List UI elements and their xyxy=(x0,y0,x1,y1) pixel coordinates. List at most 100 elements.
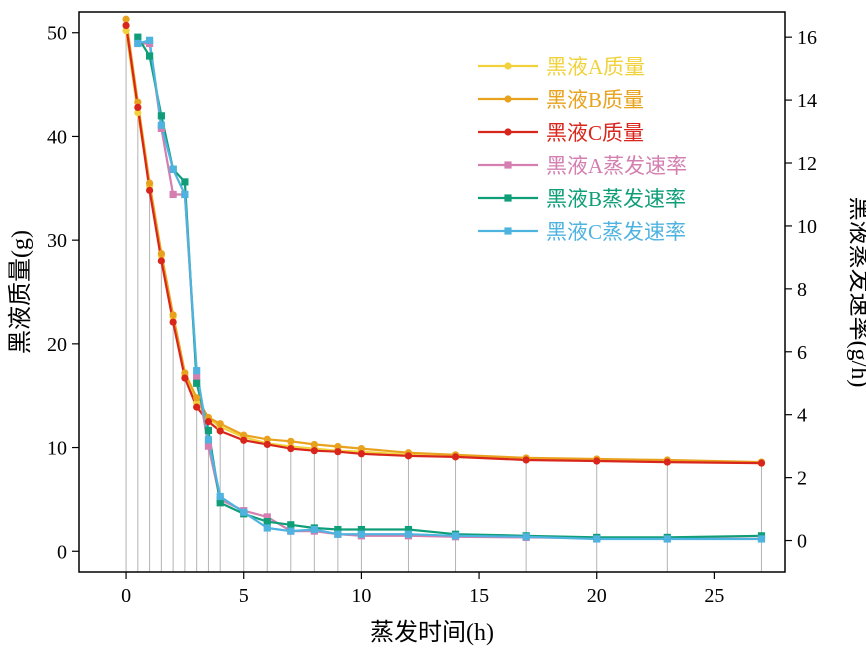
data-point-5-6 xyxy=(204,436,213,444)
right-y-tick-label-4: 8 xyxy=(797,279,807,301)
data-point-2-9 xyxy=(240,436,248,444)
data-point-5-7 xyxy=(216,492,224,501)
left-y-tick-label-4: 40 xyxy=(47,126,67,148)
data-point-1-12 xyxy=(310,440,318,449)
data-point-2-14 xyxy=(357,450,365,458)
legend-label-3: 黑液A蒸发速率 xyxy=(546,154,687,178)
legend-marker-1 xyxy=(504,95,512,103)
right-y-tick-label-8: 16 xyxy=(797,27,817,49)
right-y-tick-label-7: 14 xyxy=(797,90,817,112)
data-point-4-0 xyxy=(134,33,142,41)
data-point-1-8 xyxy=(216,420,224,428)
right-y-tick-label-5: 10 xyxy=(797,216,817,238)
data-point-2-2 xyxy=(146,186,154,194)
drop-lines xyxy=(125,19,762,572)
data-point-2-0 xyxy=(122,21,130,30)
data-point-5-3 xyxy=(169,165,177,173)
series-markers xyxy=(122,15,766,543)
data-point-5-12 xyxy=(334,530,342,538)
data-point-2-10 xyxy=(263,440,271,449)
left-y-tick-label-5: 50 xyxy=(47,23,67,45)
right-y-tick-label-0: 0 xyxy=(797,531,807,553)
x-tick-label-3: 15 xyxy=(469,585,489,607)
data-point-2-20 xyxy=(757,459,766,467)
data-point-5-17 xyxy=(593,535,601,543)
x-tick-label-0: 0 xyxy=(121,585,131,607)
left-y-tick-label-1: 10 xyxy=(47,438,67,460)
series-line-2 xyxy=(125,25,762,465)
data-point-1-9 xyxy=(240,431,248,439)
data-point-5-4 xyxy=(181,190,189,199)
data-point-5-18 xyxy=(663,535,671,543)
x-axis-title: 蒸发时间(h) xyxy=(370,619,494,646)
data-point-1-10 xyxy=(263,435,271,443)
data-point-1-4 xyxy=(169,311,177,319)
series-line-5 xyxy=(137,39,762,541)
data-point-5-9 xyxy=(263,524,271,532)
series-line-0 xyxy=(125,30,762,465)
left-y-axis: 0 10 20 30 40 50 xyxy=(47,23,79,563)
data-point-4-13 xyxy=(357,525,365,534)
data-point-3-6 xyxy=(204,442,213,450)
data-point-1-2 xyxy=(146,179,154,187)
legend-marker-5 xyxy=(504,227,512,235)
data-point-2-1 xyxy=(134,103,142,112)
data-point-2-8 xyxy=(216,427,224,435)
data-point-1-3 xyxy=(157,250,165,258)
data-point-5-15 xyxy=(451,532,460,540)
data-point-2-16 xyxy=(451,453,460,461)
x-tick-label-2: 10 xyxy=(351,585,371,607)
data-point-2-11 xyxy=(287,444,295,453)
right-y-axis-title: 黑液蒸发速率(g/h) xyxy=(846,197,866,388)
data-point-2-7 xyxy=(204,418,213,426)
right-y-axis: 0 2 4 6 8 10 12 14 16 xyxy=(785,27,817,553)
x-tick-label-4: 20 xyxy=(587,585,607,607)
left-y-axis-title: 黑液质量(g) xyxy=(7,230,34,354)
legend-marker-4 xyxy=(504,194,512,202)
data-point-0-1 xyxy=(134,108,142,117)
right-y-tick-label-1: 2 xyxy=(797,468,807,490)
x-tick-label-5: 25 xyxy=(704,585,724,607)
right-y-tick-label-3: 6 xyxy=(797,342,807,364)
legend-label-2: 黑液C质量 xyxy=(546,121,644,145)
data-point-4-9 xyxy=(263,518,271,526)
data-point-5-0 xyxy=(134,39,142,48)
data-point-3-3 xyxy=(169,190,177,199)
x-tick-label-1: 5 xyxy=(239,585,249,607)
plot-frame xyxy=(78,11,786,573)
data-point-5-8 xyxy=(240,508,248,516)
data-point-2-17 xyxy=(522,456,530,464)
data-point-2-12 xyxy=(310,447,318,455)
legend-label-0: 黑液A质量 xyxy=(546,55,645,79)
data-point-1-11 xyxy=(287,437,295,445)
legend-label-4: 黑液B蒸发速率 xyxy=(546,187,686,211)
legend-label-1: 黑液B质量 xyxy=(546,88,644,112)
left-y-tick-label-2: 20 xyxy=(47,334,67,356)
data-point-2-3 xyxy=(157,257,165,265)
legend-label-5: 黑液C蒸发速率 xyxy=(546,220,686,244)
data-point-4-10 xyxy=(287,521,295,529)
data-point-3-9 xyxy=(263,513,271,521)
data-point-5-5 xyxy=(193,367,201,375)
x-axis: 0 5 10 15 20 25 xyxy=(121,572,724,607)
data-point-1-0 xyxy=(122,15,130,23)
data-point-4-7 xyxy=(216,499,224,507)
data-point-2-15 xyxy=(404,452,413,460)
data-point-0-0 xyxy=(122,27,130,35)
data-point-5-10 xyxy=(287,527,295,535)
data-point-4-14 xyxy=(404,525,413,534)
data-point-1-1 xyxy=(134,98,142,106)
legend-marker-2 xyxy=(504,128,512,136)
data-point-5-11 xyxy=(310,525,318,534)
data-point-2-13 xyxy=(334,448,342,456)
data-point-5-13 xyxy=(357,530,365,538)
data-point-5-1 xyxy=(146,36,154,44)
data-point-2-18 xyxy=(593,457,601,465)
data-point-4-2 xyxy=(157,112,165,120)
data-point-4-1 xyxy=(146,52,154,60)
left-y-tick-label-0: 0 xyxy=(57,541,67,563)
data-point-4-6 xyxy=(204,426,213,435)
right-y-tick-label-2: 4 xyxy=(797,405,807,427)
